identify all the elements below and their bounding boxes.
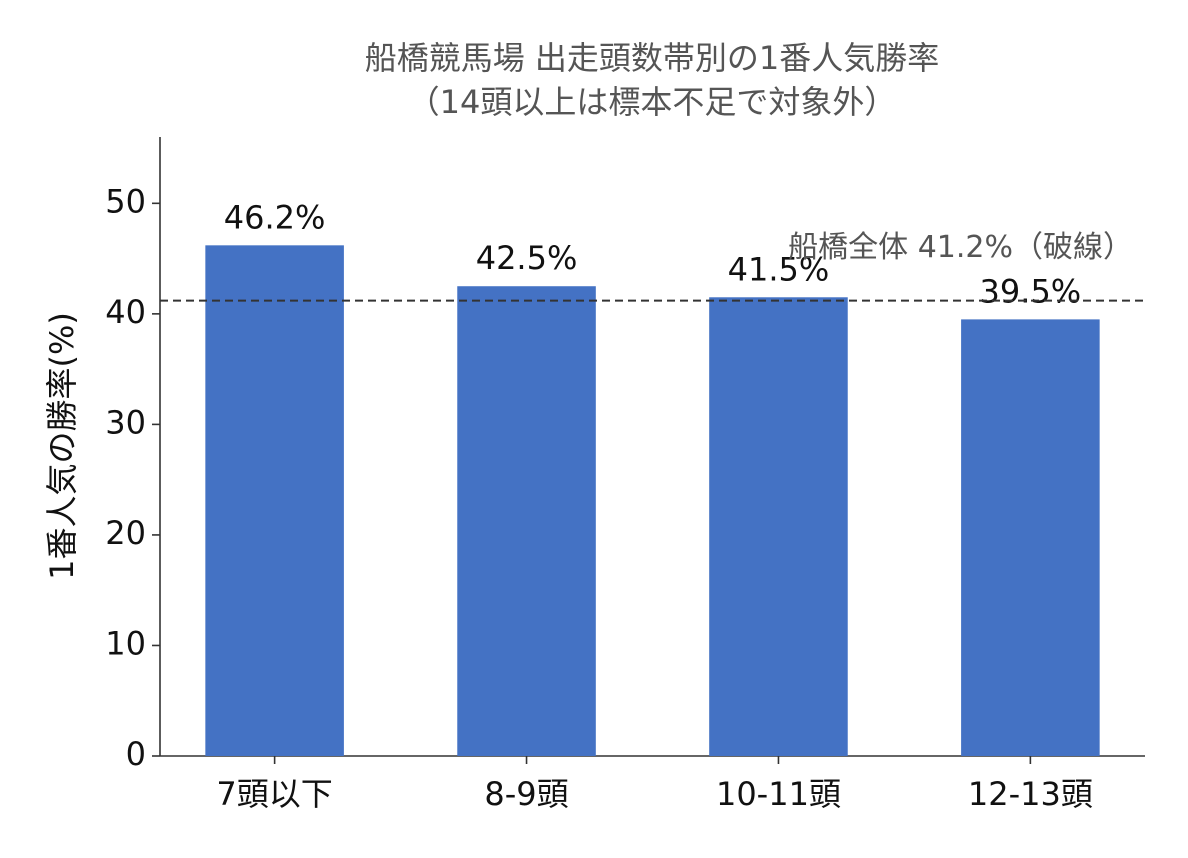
y-tick-label: 50	[105, 182, 146, 220]
x-tick-label: 12-13頭	[968, 775, 1093, 813]
value-label: 42.5%	[476, 239, 578, 277]
value-label: 39.5%	[980, 272, 1082, 310]
y-tick-label: 0	[126, 735, 146, 773]
bar	[457, 286, 596, 756]
y-tick-label: 20	[105, 514, 146, 552]
value-label: 46.2%	[224, 198, 326, 236]
chart-subtitle: （14頭以上は標本不足で対象外）	[408, 83, 897, 121]
chart-title: 船橋競馬場 出走頭数帯別の1番人気勝率	[365, 39, 940, 77]
value-label: 41.5%	[728, 250, 830, 288]
y-tick-label: 30	[105, 403, 146, 441]
x-tick-label: 7頭以下	[216, 775, 332, 813]
y-axis-label: 1番人気の勝率(%)	[43, 312, 81, 580]
x-tick-label: 8-9頭	[484, 775, 568, 813]
bar	[205, 245, 344, 756]
x-tick-label: 10-11頭	[716, 775, 841, 813]
bar	[709, 297, 848, 756]
y-tick-label: 10	[105, 624, 146, 662]
y-tick-label: 40	[105, 293, 146, 331]
bar	[961, 319, 1100, 756]
reference-label: 船橋全体 41.2%（破線）	[788, 230, 1133, 265]
